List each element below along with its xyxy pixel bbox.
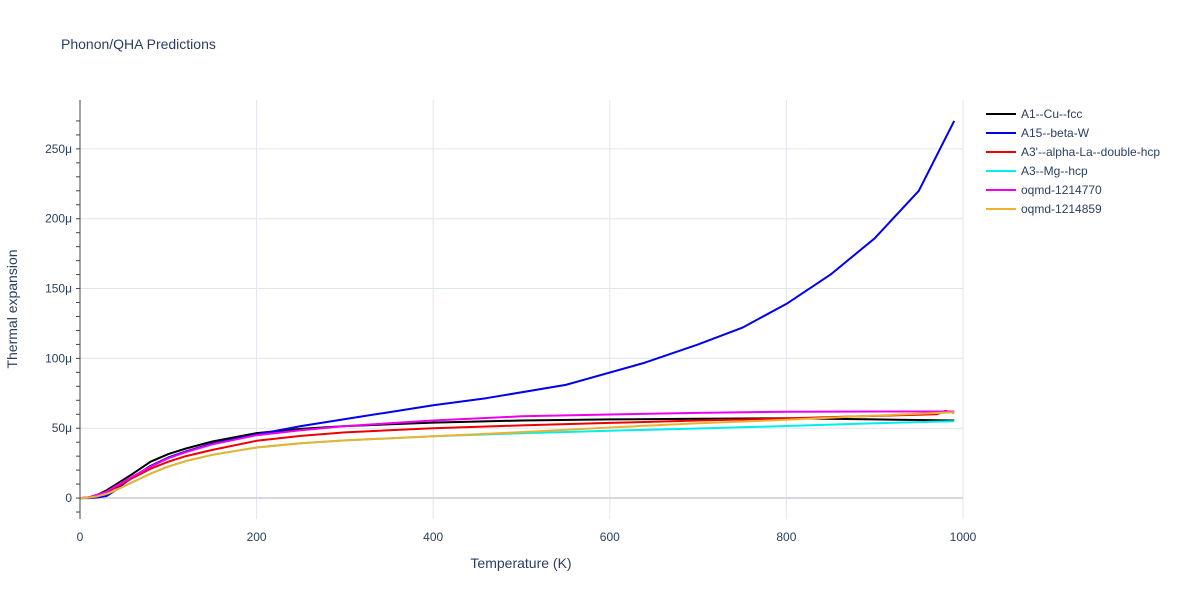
series-line-5[interactable] xyxy=(79,411,955,500)
legend-item[interactable]: A3'--alpha-La--double-hcp xyxy=(986,145,1160,159)
y-tick-label: 250μ xyxy=(45,142,72,156)
series-layer xyxy=(79,120,956,500)
x-tick-label: 400 xyxy=(423,530,443,544)
series-line-0[interactable] xyxy=(79,417,955,500)
x-tick-label: 600 xyxy=(600,530,620,544)
chart-title: Phonon/QHA Predictions xyxy=(61,36,216,52)
y-tick-label: 150μ xyxy=(45,282,72,296)
y-tick-label: 50μ xyxy=(52,421,72,435)
y-axis-title: Thermal expansion xyxy=(4,249,20,368)
legend-label: A3--Mg--hcp xyxy=(1021,164,1088,178)
x-tick-label: 1000 xyxy=(950,530,977,544)
y-tick-label: 200μ xyxy=(45,212,72,226)
legend-item[interactable]: oqmd-1214770 xyxy=(986,183,1102,197)
grid-layer xyxy=(80,100,964,519)
x-tick-label: 200 xyxy=(247,530,267,544)
y-tick-label: 0 xyxy=(65,491,72,505)
y-tick-label: 100μ xyxy=(45,351,72,365)
legend-item[interactable]: oqmd-1214859 xyxy=(986,202,1102,216)
legend-label: A1--Cu--fcc xyxy=(1021,107,1082,121)
x-tick-label: 800 xyxy=(776,530,796,544)
legend-item[interactable]: A1--Cu--fcc xyxy=(986,107,1082,121)
legend-label: A3'--alpha-La--double-hcp xyxy=(1021,145,1160,159)
x-tick-label: 0 xyxy=(77,530,84,544)
series-line-4[interactable] xyxy=(79,410,955,500)
legend[interactable]: A1--Cu--fcc A15--beta-W A3'--alpha-La--dou… xyxy=(986,107,1160,216)
legend-label: oqmd-1214859 xyxy=(1021,202,1102,216)
axis-layer: 0 200 400 600 800 1000 0 50μ 100μ 150μ 200μ 250μ xyxy=(45,100,977,544)
legend-label: A15--beta-W xyxy=(1021,126,1090,140)
legend-label: oqmd-1214770 xyxy=(1021,183,1102,197)
legend-item[interactable]: A15--beta-W xyxy=(986,126,1090,140)
x-axis-title: Temperature (K) xyxy=(470,555,571,571)
legend-item[interactable]: A3--Mg--hcp xyxy=(986,164,1088,178)
